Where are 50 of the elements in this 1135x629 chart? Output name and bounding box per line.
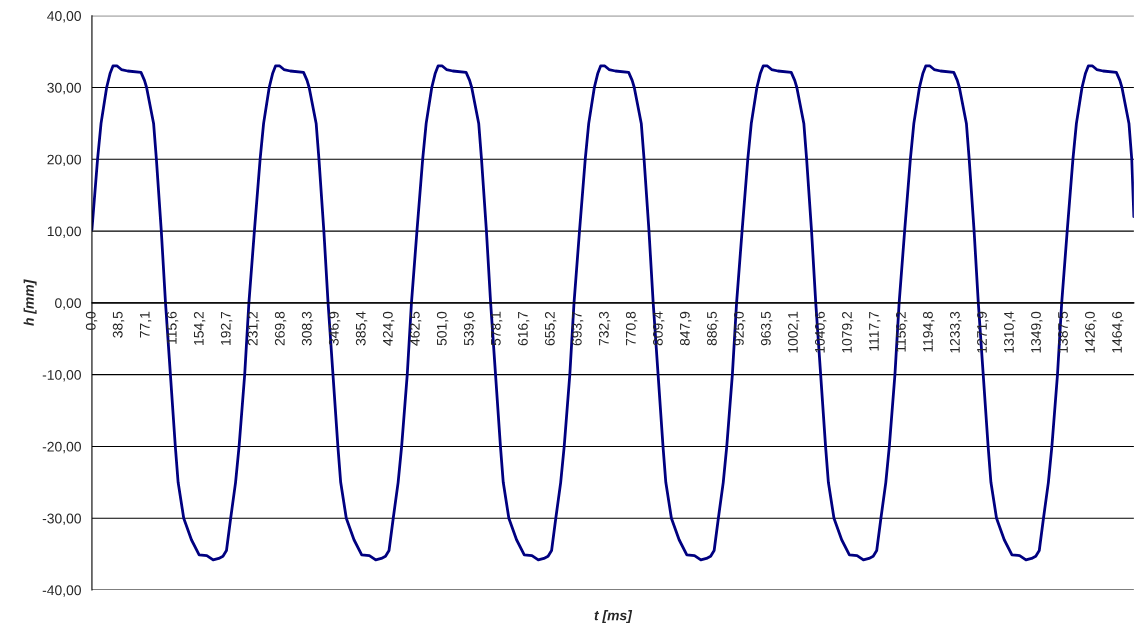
x-axis-title: t [ms] (594, 610, 633, 624)
x-tick-label: 308,3 (301, 311, 314, 346)
x-tick-label: 886,5 (706, 311, 719, 346)
x-tick-label: 1349,0 (1031, 311, 1043, 353)
y-tick-label: -10,00 (42, 369, 81, 382)
x-tick-label: 346,9 (328, 311, 341, 346)
y-tick-label: -30,00 (42, 513, 81, 526)
x-tick-label: 38,5 (112, 311, 125, 338)
x-tick-label: 1233,3 (949, 311, 962, 353)
y-tick-label: -40,00 (42, 585, 81, 597)
x-tick-label: 693,7 (571, 311, 584, 346)
x-tick-label: 732,3 (598, 311, 611, 346)
x-tick-label: 462,5 (409, 311, 422, 346)
y-tick-label: 40,00 (47, 11, 81, 23)
x-tick-label: 539,6 (463, 311, 476, 346)
x-tick-label: 925,0 (733, 311, 746, 346)
x-tick-label: 770,8 (625, 311, 638, 346)
x-tick-label: 616,7 (517, 311, 530, 346)
x-tick-label: 424,0 (382, 311, 395, 346)
y-tick-label: 30,00 (47, 82, 81, 95)
x-tick-label: 1387,5 (1058, 311, 1070, 353)
x-tick-label: 1194,8 (923, 311, 935, 352)
x-tick-label: 154,2 (193, 311, 206, 345)
x-tick-label: 385,4 (355, 311, 368, 346)
x-tick-label: 847,9 (679, 311, 692, 346)
x-tick-label: 963,5 (760, 311, 773, 346)
x-tick-label: 1156,2 (895, 311, 908, 352)
y-tick-label: 10,00 (47, 226, 81, 238)
y-tick-label: -20,00 (42, 441, 81, 454)
x-tick-label: 578,1 (490, 311, 503, 346)
y-tick-label: 20,00 (47, 154, 81, 167)
x-tick-label: 269,8 (274, 311, 287, 346)
x-tick-label: 809,4 (652, 311, 665, 346)
x-tick-label: 77,1 (139, 311, 152, 338)
y-tick-label: 0,00 (55, 298, 81, 310)
x-tick-label: 0,0 (85, 311, 98, 330)
x-tick-label: 1079,2 (842, 311, 854, 353)
x-tick-label: 192,7 (220, 311, 233, 345)
x-tick-label: 1271,9 (977, 311, 989, 353)
x-tick-label: 1040,6 (814, 311, 827, 353)
x-tick-label: 501,0 (436, 311, 449, 346)
x-tick-label: 1310,4 (1004, 311, 1016, 353)
x-tick-label: 1464,6 (1112, 311, 1124, 353)
x-tick-label: 1002,1 (787, 311, 800, 353)
x-tick-label: 115,6 (166, 311, 179, 344)
x-tick-label: 655,2 (544, 311, 557, 346)
x-tick-label: 1426,0 (1085, 311, 1097, 353)
x-tick-label: 1117,7 (869, 311, 881, 351)
x-tick-label: 231,2 (247, 311, 260, 346)
y-axis-title: h [mm] (23, 279, 37, 326)
